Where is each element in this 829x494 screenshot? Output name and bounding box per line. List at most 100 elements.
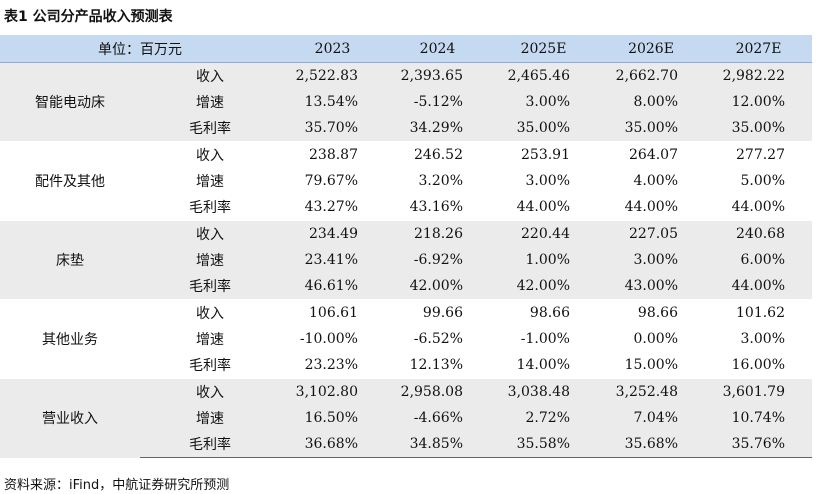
header-row: 单位：百万元 2023 2024 2025E 2026E 2027E xyxy=(0,35,812,63)
value-cell: 46.61% xyxy=(280,273,385,300)
value-cell: 101.62 xyxy=(705,299,812,326)
year-header: 2025E xyxy=(490,35,597,63)
data-row: 毛利率 46.61% 42.00% 42.00% 43.00% 44.00% xyxy=(0,273,812,300)
group-label: 营业收入 xyxy=(0,378,140,458)
year-header: 2024 xyxy=(385,35,490,63)
data-row: 毛利率 35.70% 34.29% 35.00% 35.00% 35.00% xyxy=(0,115,812,142)
value-cell: 1.00% xyxy=(490,247,597,273)
data-row: 增速 23.41% -6.92% 1.00% 3.00% 6.00% xyxy=(0,247,812,273)
value-cell: 240.68 xyxy=(705,220,812,247)
group-label: 智能电动床 xyxy=(0,62,140,142)
value-cell: 15.00% xyxy=(624,357,678,373)
value-cell: -6.52% xyxy=(413,331,463,347)
value-cell: 16.50% xyxy=(280,405,385,431)
metric-label: 毛利率 xyxy=(140,273,280,300)
value-cell: 99.66 xyxy=(385,299,490,326)
value-cell: 35.00% xyxy=(597,115,705,142)
value-cell: -10.00% xyxy=(299,331,358,347)
value-cell: 3,102.80 xyxy=(280,378,385,405)
group-label: 配件及其他 xyxy=(0,141,140,221)
value-cell: 277.27 xyxy=(705,141,812,168)
value-cell: 227.05 xyxy=(597,220,705,247)
year-header: 2023 xyxy=(280,35,385,63)
data-row: 增速 16.50% -4.66% 2.72% 7.04% 10.74% xyxy=(0,405,812,431)
year-header: 2026E xyxy=(597,35,705,63)
metric-label: 增速 xyxy=(140,89,280,115)
table-title: 表1 公司分产品收入预测表 xyxy=(4,9,173,25)
metric-label: 收入 xyxy=(140,62,280,89)
value-cell: 12.00% xyxy=(705,89,812,115)
value-cell: 3,038.48 xyxy=(490,378,597,405)
value-cell: 35.68% xyxy=(597,431,705,458)
value-cell: 2,982.22 xyxy=(705,62,812,89)
value-cell: 35.70% xyxy=(280,115,385,142)
value-cell: 12.13% xyxy=(409,357,463,373)
value-cell: 3.00% xyxy=(490,89,597,115)
metric-label: 毛利率 xyxy=(140,431,280,458)
data-row: 毛利率 36.68% 34.85% 35.58% 35.68% 35.76% xyxy=(0,431,812,458)
value-cell: -6.92% xyxy=(385,247,490,273)
unit-header: 单位：百万元 xyxy=(0,35,280,63)
value-cell: 42.00% xyxy=(385,273,490,300)
value-cell: 3.00% xyxy=(597,247,705,273)
value-cell: 264.07 xyxy=(597,141,705,168)
group-label: 其他业务 xyxy=(0,299,140,379)
metric-label: 增速 xyxy=(140,405,280,431)
value-cell: 3.20% xyxy=(418,173,463,189)
value-cell: 253.91 xyxy=(490,141,597,168)
value-cell: 5.00% xyxy=(740,173,785,189)
value-cell: 10.74% xyxy=(705,405,812,431)
value-cell: 98.66 xyxy=(490,299,597,326)
group-label: 床垫 xyxy=(0,220,140,300)
value-cell: 42.00% xyxy=(490,273,597,300)
metric-label: 毛利率 xyxy=(189,358,231,374)
value-cell: 246.52 xyxy=(385,141,490,168)
value-cell: 7.04% xyxy=(597,405,705,431)
metric-label: 收入 xyxy=(140,378,280,405)
value-cell: 23.41% xyxy=(280,247,385,273)
data-row: 智能电动床 收入 2,522.83 2,393.65 2,465.46 2,662.70 2… xyxy=(0,62,812,142)
value-cell: 2,522.83 xyxy=(280,62,385,89)
forecast-table: 单位：百万元 2023 2024 2025E 2026E 2027E 智能电动床 收入 2,… xyxy=(0,35,812,458)
value-cell: 4.00% xyxy=(633,173,678,189)
data-row: 增速 79.67% 3.20% 3.00% 4.00% 5.00% xyxy=(0,168,812,194)
data-row: 增速 -10.00% -6.52% -1.00% 0.00% 3.00% xyxy=(0,326,812,352)
data-row: 其他业务 收入 106.61 99.66 98.66 98.66 101.62 xyxy=(0,299,812,379)
value-cell: 2.72% xyxy=(490,405,597,431)
value-cell: 3,252.48 xyxy=(597,378,705,405)
value-cell: 44.00% xyxy=(516,199,570,215)
value-cell: 106.61 xyxy=(280,299,385,326)
value-cell: 2,662.70 xyxy=(597,62,705,89)
value-cell: 43.27% xyxy=(304,199,358,215)
value-cell: 238.87 xyxy=(280,141,385,168)
value-cell: 13.54% xyxy=(280,89,385,115)
value-cell: -5.12% xyxy=(385,89,490,115)
value-cell: 44.00% xyxy=(624,199,678,215)
value-cell: 3.00% xyxy=(525,173,570,189)
value-cell: 34.85% xyxy=(385,431,490,458)
value-cell: 6.00% xyxy=(705,247,812,273)
value-cell: 43.16% xyxy=(409,199,463,215)
metric-label: 收入 xyxy=(140,220,280,247)
value-cell: 35.76% xyxy=(705,431,812,458)
data-row: 营业收入 收入 3,102.80 2,958.08 3,038.48 3,252.48 3,… xyxy=(0,378,812,458)
metric-label: 收入 xyxy=(140,299,280,326)
value-cell: 36.68% xyxy=(280,431,385,458)
value-cell: 2,465.46 xyxy=(490,62,597,89)
value-cell: 79.67% xyxy=(304,173,358,189)
source-note: 资料来源：iFind，中航证券研究所预测 xyxy=(4,478,230,493)
value-cell: 2,958.08 xyxy=(385,378,490,405)
value-cell: 3,601.79 xyxy=(705,378,812,405)
value-cell: 3.00% xyxy=(740,331,785,347)
value-cell: 43.00% xyxy=(597,273,705,300)
value-cell: -4.66% xyxy=(385,405,490,431)
value-cell: 35.00% xyxy=(490,115,597,142)
metric-label: 毛利率 xyxy=(189,200,231,216)
metric-label: 毛利率 xyxy=(140,115,280,142)
value-cell: -1.00% xyxy=(520,331,570,347)
value-cell: 2,393.65 xyxy=(385,62,490,89)
value-cell: 35.58% xyxy=(490,431,597,458)
data-row: 增速 13.54% -5.12% 3.00% 8.00% 12.00% xyxy=(0,89,812,115)
value-cell: 23.23% xyxy=(304,357,358,373)
